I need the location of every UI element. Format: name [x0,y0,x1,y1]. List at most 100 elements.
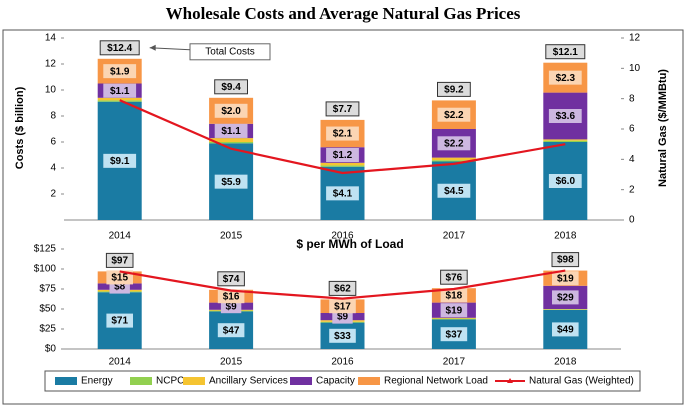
segment-label-box [103,83,137,98]
y-tick-label: 8 [50,111,56,122]
y-tick-label: $25 [39,324,56,335]
segment-label: $1.9 [110,66,130,77]
legend-label: Ancillary Services [209,376,288,387]
segment-label: $2.1 [333,129,353,140]
y-tick-label: 6 [50,137,56,148]
segment-label-box [548,174,582,188]
legend-label: Natural Gas (Weighted) [529,376,634,387]
total-label-box [437,81,471,97]
bar-segment [97,97,142,101]
annotation-box [189,43,271,61]
y-tick-label: $125 [34,244,57,255]
x-tick-label: 2017 [443,357,466,368]
legend-swatch [55,377,77,385]
segment-label-box [440,303,468,318]
segment-label: $3.6 [556,111,576,122]
annotation-arrowhead [149,44,156,51]
legend [44,370,641,392]
segment-label: $2.2 [444,138,464,149]
segment-label: $1.1 [221,126,241,137]
total-label-box [440,269,468,285]
total-label: $12.1 [553,47,578,58]
y-tick-label: $50 [39,304,56,315]
segment-label-box [552,271,579,286]
segment-label: $33 [334,331,351,342]
y-tick-label: $75 [39,284,56,295]
y2-axis-title: Natural Gas ($/MMBtu) [657,69,669,187]
y2-tick-label: 8 [629,93,635,104]
x-tick-label: 2017 [443,231,466,242]
segment-label-box [329,299,356,314]
total-label: $97 [111,256,128,267]
x-tick-label: 2014 [109,231,132,242]
y2-tick-label: 2 [629,184,635,195]
segment-label-box [214,103,248,118]
segment-label: $4.5 [444,186,464,197]
total-label-box [214,79,248,95]
y-tick-label: 2 [50,189,56,200]
total-label-box [99,40,140,56]
total-label: $76 [446,272,463,283]
segment-label: $1.1 [110,86,130,97]
total-label: $9.2 [444,85,464,96]
segment-label-box [214,123,248,138]
legend-label: Capacity [316,376,355,387]
bar-segment [209,138,254,142]
legend-label: Energy [81,376,113,387]
segment-label-box [326,186,359,201]
segment-label-box [217,289,245,304]
legend-marker [507,378,513,383]
x-tick-label: 2015 [220,357,243,368]
bar-segment [320,165,365,167]
y2-tick-label: 6 [629,124,635,135]
bar-segment [431,160,476,162]
segment-label: $5.9 [221,177,241,188]
x-tick-label: 2018 [554,357,577,368]
total-label-box [217,271,245,287]
total-label-box [551,252,580,268]
legend-swatch [290,377,312,385]
segment-label: $9 [337,312,349,323]
legend-swatch [358,377,380,385]
segment-label-box [552,322,579,337]
segment-label-box [437,136,471,151]
segment-label-box [329,328,356,343]
x-tick-label: 2016 [331,357,354,368]
segment-label-box [106,270,133,285]
segment-label: $17 [334,301,351,312]
y-tick-label: 14 [45,33,57,44]
segment-label-box [548,109,582,123]
segment-label-box [103,153,137,168]
bar-segment [320,162,365,166]
legend-label: Regional Network Load [384,376,488,387]
segment-label-box [437,183,471,198]
total-label: $98 [557,255,574,266]
segment-label: $49 [557,325,574,336]
segment-label-box [440,327,468,342]
segment-label: $8 [114,282,126,293]
segment-label-box [440,288,468,303]
x-tick-label: 2018 [554,231,577,242]
segment-label: $37 [446,329,463,340]
bar-segment [431,318,476,320]
segment-label-box [214,174,248,189]
x-tick-label: 2016 [331,231,354,242]
bar-segment [543,139,588,141]
x-tick-label: 2015 [220,231,243,242]
y-tick-label: 4 [50,163,56,174]
segment-label: $4.1 [333,188,353,199]
y2-tick-label: 0 [629,215,635,226]
total-label: $7.7 [333,104,353,115]
total-label: $74 [223,274,240,285]
y-tick-label: $0 [45,344,57,355]
segment-label: $29 [557,293,574,304]
legend-label: NCPC [156,376,184,387]
annotation-arrow [149,47,191,51]
segment-label: $71 [111,316,128,327]
segment-label: $9 [226,301,238,312]
segment-label: $6.0 [556,176,576,187]
y-tick-label: $100 [34,264,57,275]
segment-label: $15 [111,273,128,284]
annotation: Total Costs [205,46,254,57]
